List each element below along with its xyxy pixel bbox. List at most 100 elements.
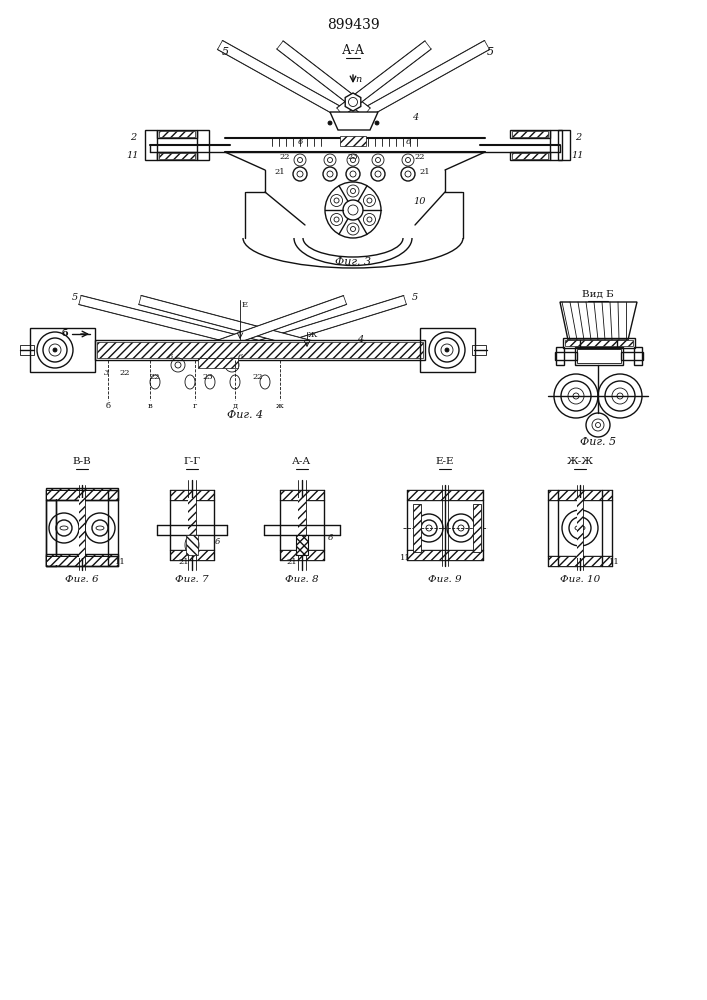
Bar xyxy=(47,557,107,565)
Text: 21: 21 xyxy=(179,558,189,566)
Text: 11: 11 xyxy=(609,558,619,566)
Bar xyxy=(159,153,195,159)
Bar xyxy=(556,347,564,365)
Bar xyxy=(565,340,633,346)
Text: В-В: В-В xyxy=(73,458,91,466)
Text: 4: 4 xyxy=(357,336,363,344)
Bar xyxy=(280,490,324,500)
Bar xyxy=(170,490,214,500)
Bar xyxy=(512,153,548,159)
Text: Фиг. 6: Фиг. 6 xyxy=(65,576,99,584)
Text: д: д xyxy=(233,402,238,410)
Text: 21: 21 xyxy=(420,168,431,176)
Circle shape xyxy=(53,348,57,352)
Bar xyxy=(46,500,56,566)
Bar xyxy=(634,347,642,365)
Text: Фиг. 3: Фиг. 3 xyxy=(335,257,371,267)
Bar xyxy=(145,130,157,160)
Text: Фиг. 5: Фиг. 5 xyxy=(580,437,616,447)
Bar xyxy=(621,352,643,360)
Bar xyxy=(413,504,421,552)
Bar xyxy=(95,340,425,360)
Text: 22: 22 xyxy=(119,369,130,377)
Bar xyxy=(407,490,483,500)
Bar xyxy=(296,535,308,555)
Bar xyxy=(97,342,423,358)
Bar xyxy=(188,498,196,552)
Text: 21: 21 xyxy=(286,558,298,566)
Bar xyxy=(280,550,324,560)
Text: в: в xyxy=(148,402,153,410)
Bar xyxy=(575,347,623,365)
Bar xyxy=(298,498,306,552)
Polygon shape xyxy=(330,112,378,130)
Polygon shape xyxy=(337,41,431,116)
Bar xyxy=(159,131,195,137)
Polygon shape xyxy=(560,302,637,340)
Text: 5: 5 xyxy=(412,292,418,302)
Text: n: n xyxy=(355,76,361,85)
Text: Фиг. 9: Фиг. 9 xyxy=(428,576,462,584)
Text: 6: 6 xyxy=(298,138,303,146)
Text: 22: 22 xyxy=(280,153,291,161)
Bar xyxy=(186,535,198,555)
Text: Ж-Ж: Ж-Ж xyxy=(566,458,593,466)
Bar xyxy=(340,136,366,146)
Text: ж: ж xyxy=(276,402,284,410)
Text: 5: 5 xyxy=(486,47,493,57)
Text: А-А: А-А xyxy=(293,458,312,466)
Text: 6: 6 xyxy=(238,353,243,361)
Bar xyxy=(157,130,197,138)
Text: б: б xyxy=(62,330,69,338)
Text: Фиг. 10: Фиг. 10 xyxy=(560,576,600,584)
Bar xyxy=(548,490,612,500)
Text: 11: 11 xyxy=(127,151,139,160)
Text: А-А: А-А xyxy=(341,43,365,56)
Bar xyxy=(563,338,635,348)
Circle shape xyxy=(328,121,332,125)
Text: Е-Е: Е-Е xyxy=(436,458,455,466)
Polygon shape xyxy=(216,296,346,349)
Circle shape xyxy=(375,121,379,125)
Text: 5: 5 xyxy=(221,47,228,57)
Text: 22: 22 xyxy=(415,153,425,161)
Text: 899439: 899439 xyxy=(327,18,380,32)
Bar xyxy=(512,131,548,137)
Text: Вид Б: Вид Б xyxy=(582,290,614,298)
Text: 4: 4 xyxy=(412,112,418,121)
Polygon shape xyxy=(139,296,311,349)
Bar xyxy=(407,550,483,560)
Polygon shape xyxy=(79,296,259,349)
Bar xyxy=(577,498,583,558)
Bar xyxy=(30,328,95,372)
Bar xyxy=(197,130,209,160)
Text: 23: 23 xyxy=(203,373,214,381)
Polygon shape xyxy=(345,93,361,111)
Text: Е: Е xyxy=(242,301,248,309)
Bar xyxy=(473,504,481,552)
Bar xyxy=(170,550,214,560)
Text: Фиг. 4: Фиг. 4 xyxy=(227,410,263,420)
Polygon shape xyxy=(259,296,407,349)
Text: 22: 22 xyxy=(252,373,263,381)
Text: 11: 11 xyxy=(572,151,584,160)
Text: Фиг. 8: Фиг. 8 xyxy=(285,576,319,584)
Bar xyxy=(46,488,118,500)
Polygon shape xyxy=(277,41,370,116)
Bar xyxy=(558,130,570,160)
Bar xyxy=(47,491,107,499)
Polygon shape xyxy=(218,41,342,116)
Bar xyxy=(157,152,197,160)
Bar xyxy=(296,535,308,555)
Text: 10: 10 xyxy=(414,198,426,207)
Text: г: г xyxy=(193,402,197,410)
Bar xyxy=(20,345,34,355)
Bar xyxy=(550,130,562,160)
Bar xyxy=(79,498,85,558)
Bar xyxy=(548,556,612,566)
Bar xyxy=(510,130,550,138)
Text: 23: 23 xyxy=(348,153,358,161)
Polygon shape xyxy=(365,41,489,116)
Bar xyxy=(555,352,577,360)
Text: Ж: Ж xyxy=(308,331,317,339)
